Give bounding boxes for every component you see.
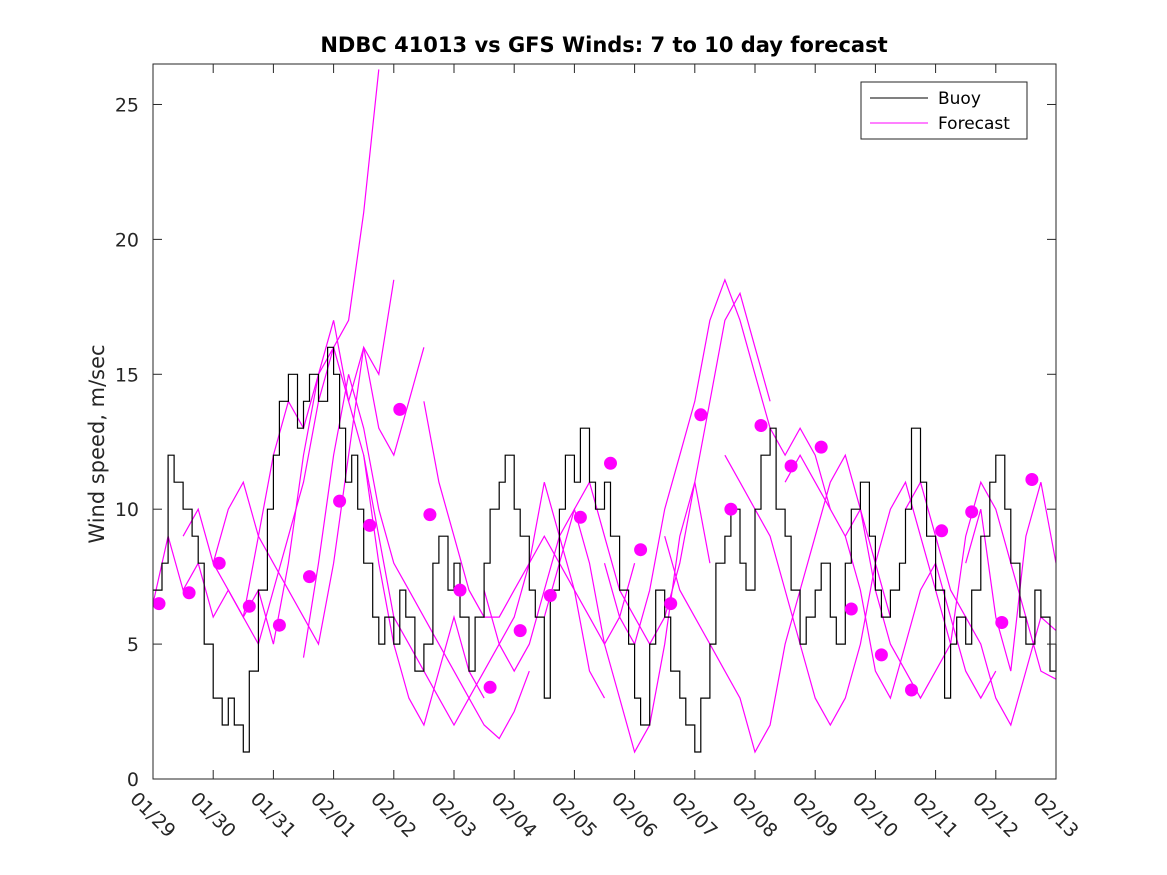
forecast-marker	[513, 624, 527, 638]
forecast-marker	[995, 616, 1009, 629]
series-layer	[152, 69, 1057, 754]
forecast-marker	[814, 440, 828, 454]
forecast-marker	[303, 570, 316, 584]
forecast-line-16	[965, 482, 1057, 672]
forecast-line-11	[664, 453, 891, 754]
forecast-marker	[393, 402, 407, 416]
y-tick-label: 10	[115, 499, 139, 521]
forecast-marker	[754, 419, 768, 432]
forecast-marker	[965, 505, 979, 519]
legend-box	[860, 81, 1028, 140]
forecast-line-10	[603, 278, 831, 646]
forecast-marker	[784, 459, 798, 473]
forecast-marker	[694, 408, 708, 422]
forecast-marker	[724, 502, 738, 516]
forecast-marker	[272, 618, 286, 632]
y-tick-label: 25	[115, 94, 139, 116]
forecast-marker	[1025, 473, 1039, 486]
forecast-marker	[935, 524, 949, 538]
y-tick-label: 5	[127, 634, 139, 656]
forecast-marker	[453, 583, 467, 597]
y-axis-label: Wind speed, m/sec	[85, 344, 109, 543]
forecast-marker	[604, 456, 617, 470]
buoy-line	[153, 346, 1057, 753]
forecast-marker	[333, 494, 347, 508]
forecast-marker	[664, 597, 678, 611]
forecast-marker	[844, 602, 858, 616]
legend: Buoy Forecast	[860, 81, 1028, 140]
forecast-line-5	[302, 374, 530, 740]
forecast-line-9	[543, 291, 771, 646]
forecast-marker	[363, 518, 377, 532]
chart-title: NDBC 41013 vs GFS Winds: 7 to 10 day for…	[320, 33, 887, 57]
forecast-marker	[874, 648, 888, 662]
forecast-marker	[543, 589, 557, 602]
forecast-marker	[905, 683, 918, 697]
forecast-marker	[152, 597, 166, 611]
y-tick-label: 20	[115, 229, 139, 251]
forecast-marker	[212, 556, 226, 570]
legend-buoy-label: Buoy	[938, 89, 981, 109]
y-tick-label: 15	[115, 364, 139, 386]
legend-forecast-label: Forecast	[938, 114, 1010, 134]
forecast-line-13	[784, 453, 997, 700]
forecast-marker	[423, 508, 437, 522]
forecast-line-12	[724, 454, 952, 727]
forecast-marker	[242, 599, 256, 613]
plot-area-frame	[152, 63, 1057, 780]
forecast-marker	[483, 680, 497, 694]
forecast-marker	[634, 543, 648, 557]
forecast-marker	[573, 510, 587, 524]
forecast-line-15	[904, 480, 1057, 727]
forecast-line-2	[182, 279, 395, 646]
forecast-marker	[182, 586, 196, 600]
forecast-line-6	[363, 455, 606, 727]
y-tick-label: 0	[127, 769, 139, 791]
